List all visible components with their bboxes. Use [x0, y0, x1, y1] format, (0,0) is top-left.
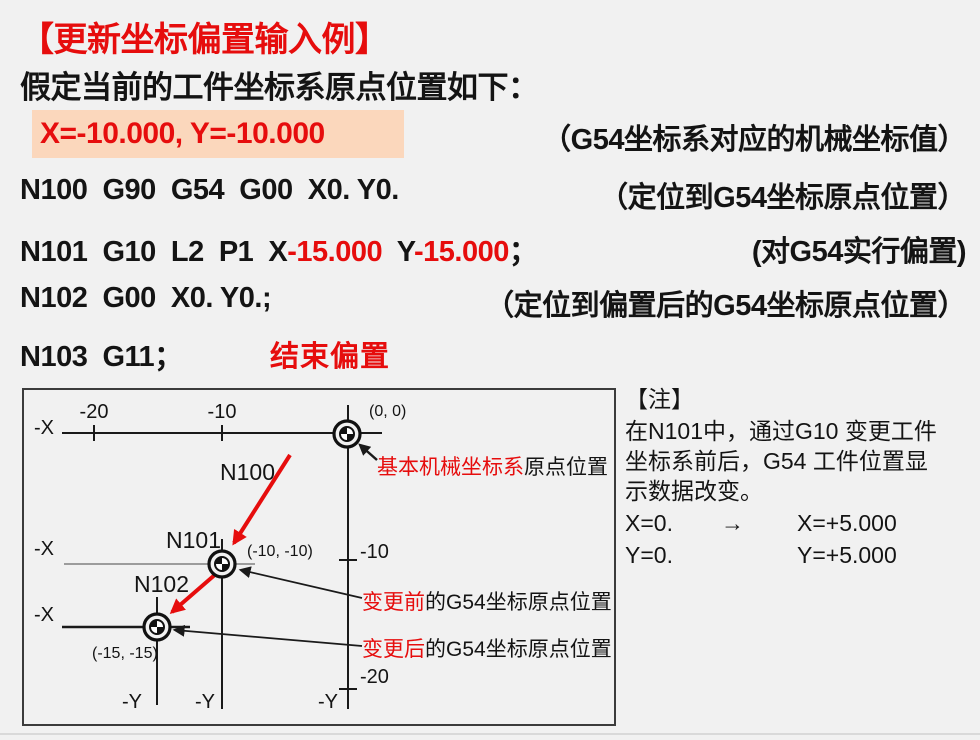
machine-origin-annotation-red: 基本机械坐标系 [377, 456, 524, 479]
n101-coord-label: (-10, -10) [247, 543, 313, 560]
note-y-before: Y=0. [625, 542, 673, 568]
note-x-before: X=0. [625, 510, 673, 536]
after-annotation-black: 的G54坐标原点位置 [425, 638, 612, 661]
machine-origin-symbol [332, 419, 362, 449]
machine-y-axis-label: -Y [318, 691, 338, 713]
note-x-after: X=+5.000 [797, 510, 897, 536]
y-tick-minus20-label: -20 [360, 666, 389, 688]
n103-code: N103 G11； [20, 341, 183, 373]
g54-before-origin-symbol [207, 549, 237, 579]
note-y-after: Y=+5.000 [797, 542, 897, 568]
n101-code: N101 G10 L2 P1 X-15.000 Y-15.000； [20, 228, 538, 270]
coordinate-diagram-svg: -20 -10 (0, 0) -X -10 -20 N100 N101 N102… [34, 401, 612, 713]
after-annotation-red: 变更后 [362, 638, 425, 661]
before-annotation: 变更前的G54坐标原点位置 [362, 591, 612, 614]
n102-comment: （定位到偏置后的G54坐标原点位置） [485, 290, 966, 322]
x-tick-minus10-label: -10 [208, 401, 237, 423]
note-title: 【注】 [625, 386, 694, 412]
n102-coord-label: (-15, -15) [92, 645, 158, 662]
after-annotation: 变更后的G54坐标原点位置 [362, 638, 612, 661]
coordinate-diagram: -20 -10 (0, 0) -X -10 -20 N100 N101 N102… [22, 388, 616, 726]
g54-after-origin-symbol [142, 612, 172, 642]
n101-y-axis-label: -Y [195, 691, 215, 713]
note-arrow-spacer [721, 540, 797, 570]
n102-code: N102 G00 X0. Y0.; [20, 282, 272, 314]
code-line-n100: N100 G90 G54 G00 X0. Y0. （定位到G54坐标原点位置） [0, 174, 980, 218]
note-panel: 【注】 在N101中，通过G10 变更工件 坐标系前后，G54 工件位置显 示数… [625, 384, 975, 570]
n100-point-label: N100 [220, 459, 275, 485]
machine-origin-annotation-black: 原点位置 [524, 456, 608, 479]
n101-semicolon: ； [508, 236, 538, 268]
note-line-1: 在N101中，通过G10 变更工件 [625, 418, 937, 444]
code-line-n102: N102 G00 X0. Y0.; （定位到偏置后的G54坐标原点位置） [0, 282, 980, 326]
n100-code: N100 G90 G54 G00 X0. Y0. [20, 174, 399, 206]
code-line-n101: N101 G10 L2 P1 X-15.000 Y-15.000； (对G54实… [0, 228, 980, 272]
note-arrow: → [721, 510, 744, 536]
n101-pre: N101 G10 L2 P1 X [20, 236, 288, 268]
n102-point-label: N102 [134, 571, 189, 597]
y-tick-minus10-label: -10 [360, 541, 389, 563]
n101-motion-arrow [169, 571, 219, 614]
after-label-arrow [172, 624, 363, 647]
origin-coord-label: (0, 0) [369, 403, 406, 420]
before-label-arrow [238, 566, 363, 599]
n101-point-label: N101 [166, 527, 221, 553]
machine-x-axis-label: -X [34, 417, 54, 439]
before-annotation-red: 变更前 [362, 591, 425, 614]
machine-coord-comment: （G54坐标系对应的机械坐标值） [542, 124, 966, 156]
page-title: 【更新坐标偏置输入例】 [20, 21, 389, 59]
note-line-3: 示数据改变。 [625, 478, 763, 504]
n101-x-value: -15.000 [287, 236, 383, 268]
n100-motion-arrow [232, 453, 292, 546]
n101-mid: Y [382, 236, 415, 268]
before-annotation-black: 的G54坐标原点位置 [425, 591, 612, 614]
n102-y-axis-label: -Y [122, 691, 142, 713]
n103-end-offset-note: 结束偏置 [270, 341, 391, 373]
machine-coord-highlight: X=-10.000, Y=-10.000 [32, 110, 404, 158]
bottom-divider [0, 733, 980, 735]
intro-text: 假定当前的工件坐标系原点位置如下： [20, 70, 539, 105]
n100-comment: （定位到G54坐标原点位置） [599, 182, 966, 214]
n102-x-axis-label: -X [34, 604, 54, 626]
code-line-n103: N103 G11； 结束偏置 [0, 333, 980, 377]
note-line-2: 坐标系前后，G54 工件位置显 [625, 448, 928, 474]
n101-x-axis-label: -X [34, 538, 54, 560]
machine-coord-values: X=-10.000, Y=-10.000 [40, 117, 325, 150]
n101-comment: (对G54实行偏置) [751, 236, 967, 268]
machine-origin-arrow [358, 443, 378, 461]
x-tick-minus20-label: -20 [80, 401, 109, 423]
note-y-row: Y=0. Y=+5.000 [625, 540, 975, 570]
machine-origin-annotation: 基本机械坐标系原点位置 [377, 456, 608, 479]
n101-y-value: -15.000 [413, 236, 509, 268]
note-x-row: X=0. → X=+5.000 [625, 508, 975, 538]
